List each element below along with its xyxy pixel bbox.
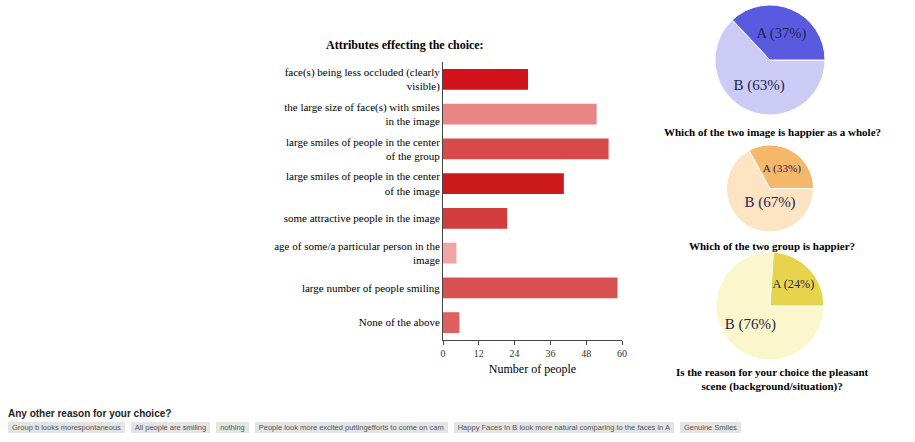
svg-text:Number of people: Number of people	[489, 362, 576, 376]
svg-text:60: 60	[617, 348, 627, 359]
svg-text:large number of people smiling: large number of people smiling	[302, 282, 440, 294]
svg-text:Which of the two group is happ: Which of the two group is happier?	[689, 240, 855, 252]
svg-text:Attributes effecting the choic: Attributes effecting the choice:	[326, 38, 484, 52]
svg-text:None of the above: None of the above	[359, 316, 440, 328]
svg-text:B (67%): B (67%)	[744, 194, 795, 211]
svg-text:face(s) being less occluded (c: face(s) being less occluded (clearlyvisi…	[285, 66, 441, 93]
html-text:Group b looks morespontaneous: Group b looks morespontaneous	[12, 423, 121, 432]
svg-text:A (37%): A (37%)	[756, 25, 806, 42]
svg-text:the large size of face(s) with: the large size of face(s) with smilesin …	[284, 101, 440, 127]
svg-text:large smiles of people in the: large smiles of people in the centerof t…	[286, 136, 440, 162]
svg-text:B (63%): B (63%)	[733, 77, 784, 94]
html-text:Genuine Smiles: Genuine Smiles	[683, 423, 737, 432]
svg-text:0: 0	[441, 348, 446, 359]
svg-text:Which of the two image is happ: Which of the two image is happier as a w…	[664, 126, 881, 138]
svg-text:48: 48	[581, 348, 591, 359]
svg-text:24: 24	[510, 348, 520, 359]
html-text:B: B	[98, 366, 114, 392]
html-text:All people are smiling: All people are smiling	[134, 423, 207, 432]
html-text:A: A	[97, 172, 115, 198]
svg-text:large smiles of people in the: large smiles of people in the centerof t…	[286, 170, 440, 196]
svg-text:age of some/a particular perso: age of some/a particular person in theim…	[274, 240, 440, 266]
svg-text:A (24%): A (24%)	[773, 277, 815, 291]
svg-text:A (33%): A (33%)	[763, 162, 801, 175]
html-text:Happy Faces In B look more nat: Happy Faces In B look more natural compa…	[457, 423, 670, 432]
svg-text:Is the reason for your choice: Is the reason for your choice the pleasa…	[676, 366, 869, 393]
svg-text:some attractive people in the: some attractive people in the image	[284, 212, 440, 224]
svg-text:12: 12	[474, 348, 484, 359]
html-text:People look more excited putti: People look more excited puttingefforts …	[258, 423, 444, 432]
svg-text:B (76%): B (76%)	[725, 316, 776, 333]
svg-text:36: 36	[545, 348, 555, 359]
html-text:nothing: nothing	[220, 423, 245, 432]
html-text:Any other reason for your choi: Any other reason for your choice?	[8, 408, 172, 419]
